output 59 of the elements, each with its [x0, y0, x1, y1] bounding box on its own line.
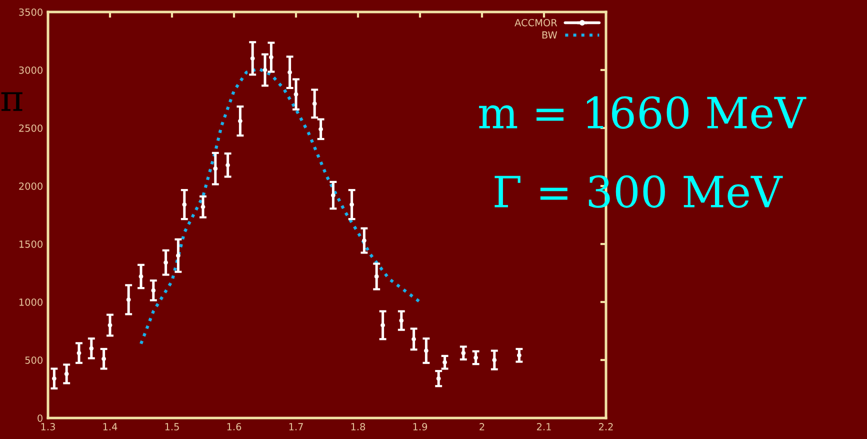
point: [318, 126, 323, 132]
y-tick-label: 1500: [19, 240, 42, 248]
x-tick-label: 2.1: [536, 423, 551, 430]
point: [399, 318, 404, 323]
point: [424, 348, 428, 353]
x-tick-label: 2.2: [598, 423, 613, 430]
point: [213, 166, 218, 171]
x-tick-label: 1.5: [165, 423, 179, 430]
legend-label: BW: [542, 31, 558, 39]
point: [442, 360, 447, 365]
x-tick-label: 1.3: [41, 423, 55, 430]
point: [126, 297, 131, 302]
point: [436, 376, 441, 381]
point: [492, 358, 497, 362]
legend-label: ACCMOR: [514, 18, 558, 26]
x-tick-label: 1.8: [351, 423, 366, 430]
point: [138, 274, 144, 279]
point: [102, 356, 106, 362]
point: [238, 118, 242, 124]
point: [331, 193, 336, 198]
point: [250, 56, 255, 61]
line-series: [139, 67, 422, 346]
y-tick-label: 3500: [19, 8, 42, 16]
y-tick-label: 3000: [19, 66, 42, 74]
y-tick-label: 0: [38, 414, 42, 422]
x-tick-label: 2: [480, 423, 484, 430]
point: [108, 323, 112, 328]
point: [362, 238, 366, 243]
x-tick-label: 1.9: [413, 423, 428, 430]
x-tick-label: 1.4: [103, 423, 118, 430]
point: [288, 70, 292, 75]
y-tick-label: 2500: [19, 124, 42, 132]
point: [412, 336, 416, 342]
point: [262, 68, 268, 72]
point: [517, 353, 522, 358]
point: [294, 92, 298, 97]
point: [474, 355, 478, 360]
point: [52, 376, 56, 381]
point: [374, 274, 379, 279]
point: [312, 101, 317, 106]
x-tick-label: 1.6: [227, 423, 242, 430]
point: [380, 323, 385, 328]
point: [151, 288, 156, 293]
point: [226, 162, 230, 168]
point: [164, 260, 168, 265]
point: [176, 253, 180, 258]
point: [350, 202, 354, 207]
point: [89, 346, 94, 351]
y-tick-label: 2000: [19, 182, 42, 190]
text: π: [1, 92, 22, 111]
y-tick-label: 500: [25, 356, 42, 364]
point: [182, 202, 187, 207]
point: [269, 55, 274, 60]
y-tick-label: 1000: [19, 298, 42, 306]
point: [200, 204, 206, 210]
point: [76, 350, 82, 356]
point: [64, 372, 69, 376]
x-tick-label: 1.7: [289, 423, 303, 430]
point: [461, 350, 466, 356]
